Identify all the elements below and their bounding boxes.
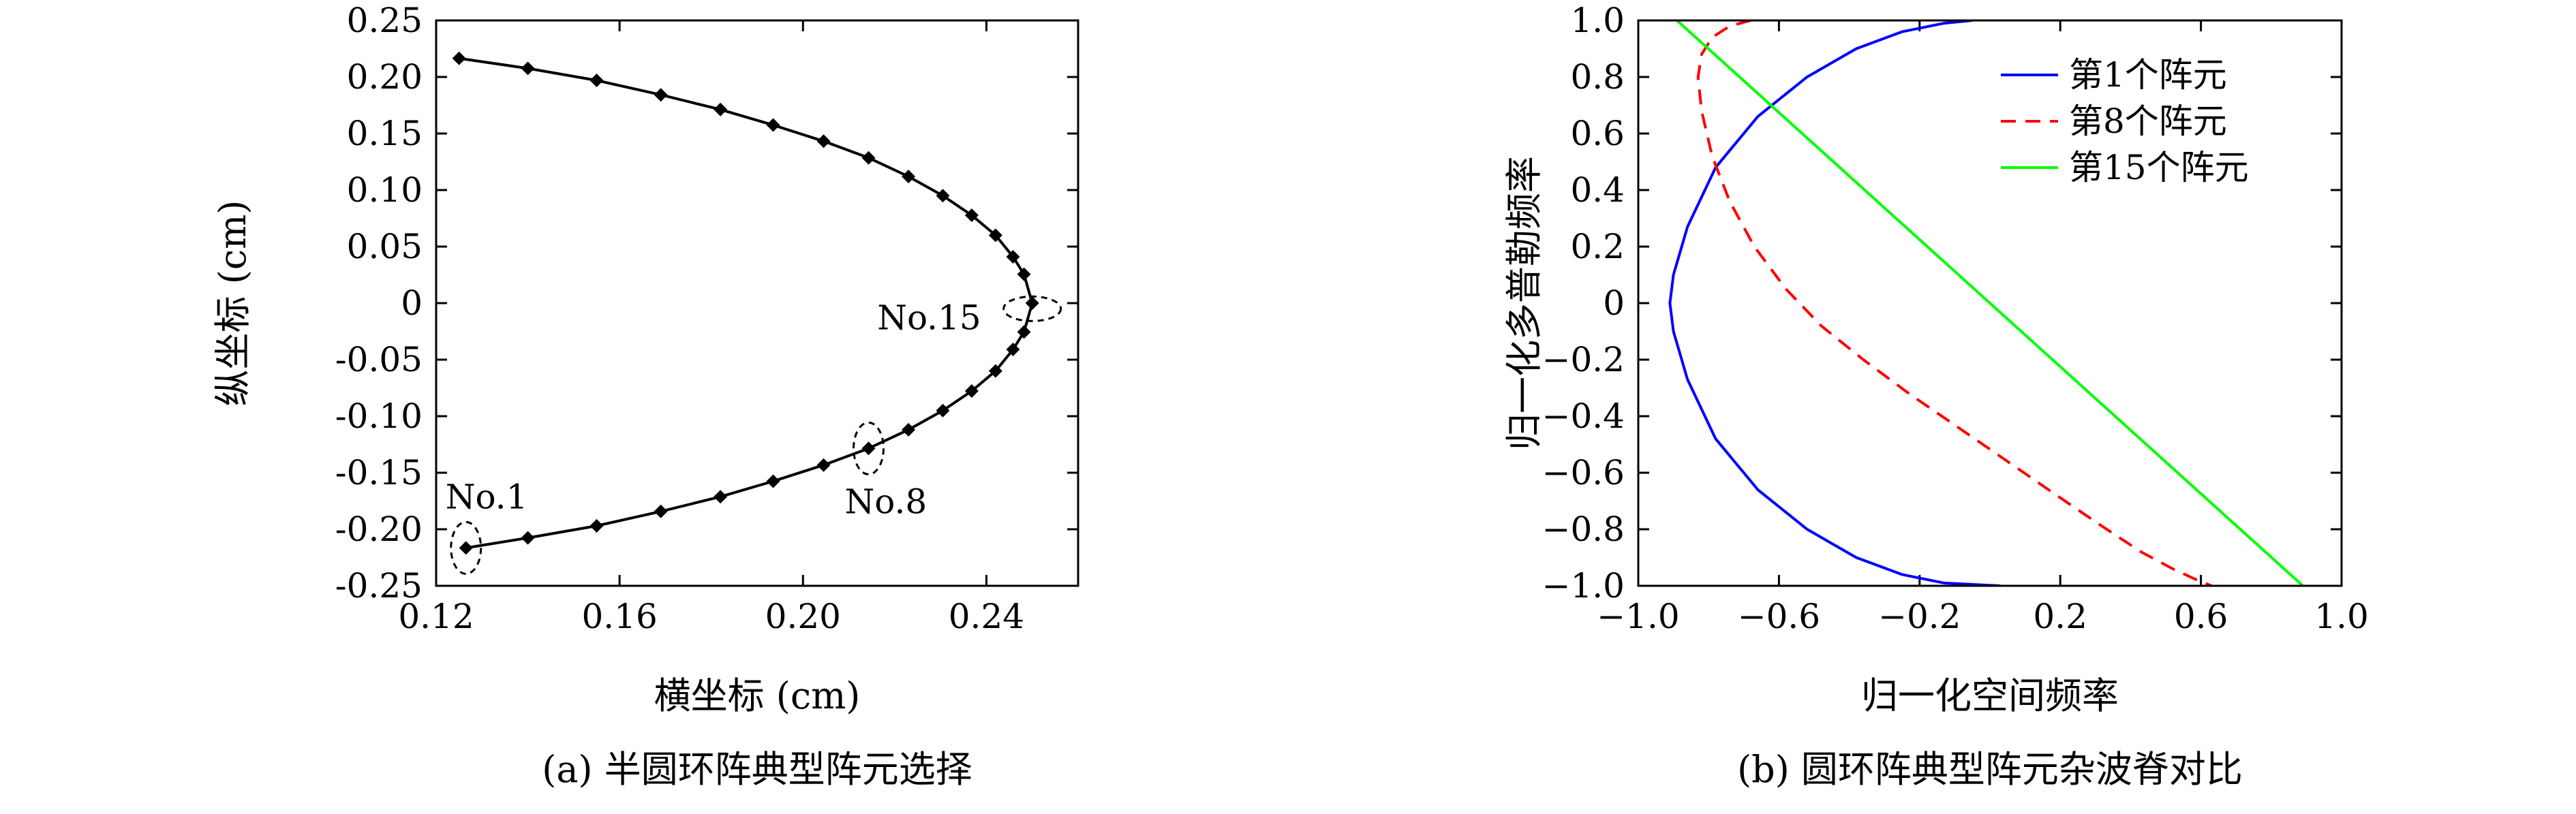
x-axis-label: 横坐标 (cm) (654, 674, 861, 717)
y-tick-label: 0 (1603, 283, 1625, 323)
x-tick-label: 0.6 (2174, 597, 2228, 636)
x-tick-label: 0.12 (398, 597, 474, 636)
panel-caption: (b) 圆环阵典型阵元杂波脊对比 (1737, 748, 2243, 791)
series-line-3 (1676, 20, 2304, 586)
y-tick-label: −0.4 (1542, 396, 1625, 436)
y-tick-label: -0.20 (335, 510, 423, 549)
y-tick-label: 0.20 (347, 57, 423, 97)
y-tick-label: -0.05 (335, 340, 423, 379)
data-point (521, 61, 535, 76)
data-point (902, 422, 916, 437)
legend-label-3: 第15个阵元 (2069, 148, 2249, 187)
x-tick-label: 0.24 (949, 597, 1024, 636)
data-point (988, 364, 1002, 378)
annotation-ellipse (450, 520, 482, 575)
y-tick-label: 0 (401, 283, 423, 323)
y-tick-label: 1.0 (1570, 1, 1625, 40)
y-tick-label: 0.10 (347, 170, 423, 210)
annotation-ellipse (1002, 295, 1062, 322)
x-tick-label: 0.20 (765, 597, 841, 636)
legend-label-1: 第1个阵元 (2069, 55, 2227, 95)
data-point (714, 102, 728, 116)
x-tick-label: −0.6 (1738, 597, 1820, 636)
y-tick-label: 0.4 (1570, 170, 1625, 210)
y-tick-label: 0.8 (1570, 57, 1625, 97)
y-tick-label: −0.6 (1542, 453, 1625, 492)
plot-frame (1637, 19, 2343, 587)
data-point (816, 458, 831, 472)
annotation-label: No.15 (877, 298, 981, 337)
data-point (654, 504, 668, 518)
data-point (521, 531, 535, 545)
y-tick-label: 0.15 (347, 114, 423, 153)
y-tick-label: 0.25 (347, 1, 423, 40)
data-point (654, 88, 668, 102)
data-point (861, 441, 876, 456)
legend-label-2: 第8个阵元 (2069, 101, 2227, 141)
annotation-label: No.8 (845, 482, 927, 521)
x-tick-label: 1.0 (2314, 597, 2369, 636)
series-line-2 (1696, 20, 2212, 586)
data-point (1017, 267, 1031, 281)
data-point (816, 134, 831, 148)
annotation-ellipse (853, 421, 885, 475)
y-axis-label: 纵坐标 (cm) (211, 200, 254, 407)
data-point (1006, 249, 1020, 264)
data-point (936, 189, 950, 203)
data-point (766, 474, 780, 488)
data-point (1017, 325, 1031, 339)
annotation-label: No.1 (446, 477, 528, 516)
data-point (964, 208, 979, 223)
data-point (714, 490, 728, 504)
y-tick-label: -0.10 (335, 396, 423, 436)
y-tick-label: −0.2 (1542, 340, 1625, 379)
data-point (988, 228, 1002, 242)
y-tick-label: 0.6 (1570, 114, 1625, 153)
data-point (902, 170, 916, 184)
data-point (936, 403, 950, 418)
x-tick-label: 0.2 (2033, 597, 2087, 636)
data-point (452, 51, 466, 65)
y-tick-label: -0.15 (335, 453, 423, 492)
y-tick-label: 0.05 (347, 227, 423, 266)
data-point (861, 151, 876, 165)
series-line-1 (1668, 20, 2001, 586)
x-tick-label: −1.0 (1597, 597, 1679, 636)
y-axis-label: 归一化多普勒频率 (1503, 156, 1546, 450)
panel-b-chart: −1.0 −0.6 −0.2 0.2 0.6 1.0 1.0 0.8 0.6 0.4 0.2 0 −0.… (1503, 1, 2369, 791)
y-tick-label: -0.25 (335, 566, 423, 606)
plot-area (1668, 20, 2304, 586)
y-tick-label: −0.8 (1542, 510, 1625, 549)
x-tick-label: 0.16 (581, 597, 657, 636)
panel-a-chart: 0.12 0.16 0.20 0.24 0.25 0.20 0.15 0.10 0.05 0 -0.… (211, 1, 1079, 791)
data-point (459, 541, 473, 555)
plot-frame (435, 19, 1079, 587)
x-tick-label: −0.2 (1878, 597, 1961, 636)
x-axis-label: 归一化空间频率 (1861, 674, 2119, 717)
panel-caption: (a) 半圆环阵典型阵元选择 (542, 748, 972, 791)
data-point (1025, 296, 1039, 310)
plot-area (452, 51, 1039, 555)
data-point (589, 73, 604, 87)
y-tick-label: 0.2 (1570, 227, 1625, 266)
data-point (766, 118, 780, 132)
y-tick-label: −1.0 (1542, 566, 1625, 606)
data-point (1006, 343, 1020, 357)
data-point (964, 383, 979, 398)
data-point (589, 519, 604, 533)
